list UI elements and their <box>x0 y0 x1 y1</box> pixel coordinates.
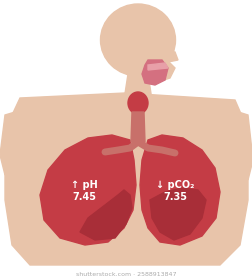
Polygon shape <box>149 188 205 240</box>
Polygon shape <box>5 93 247 265</box>
Text: shutterstock.com · 2588913847: shutterstock.com · 2588913847 <box>75 272 176 277</box>
Polygon shape <box>131 112 144 142</box>
Polygon shape <box>80 190 132 240</box>
Ellipse shape <box>128 92 147 114</box>
Text: ↑ pH: ↑ pH <box>70 180 97 190</box>
Polygon shape <box>141 60 167 85</box>
Polygon shape <box>130 55 174 82</box>
Polygon shape <box>0 100 55 175</box>
Polygon shape <box>161 50 177 62</box>
Text: 7.35: 7.35 <box>162 192 186 202</box>
Polygon shape <box>199 100 252 180</box>
Ellipse shape <box>100 4 175 76</box>
Text: ↓ pCO₂: ↓ pCO₂ <box>155 180 194 190</box>
Polygon shape <box>40 135 136 245</box>
Polygon shape <box>139 135 219 245</box>
Polygon shape <box>123 74 151 100</box>
Text: 7.45: 7.45 <box>72 192 96 202</box>
Polygon shape <box>147 63 167 70</box>
